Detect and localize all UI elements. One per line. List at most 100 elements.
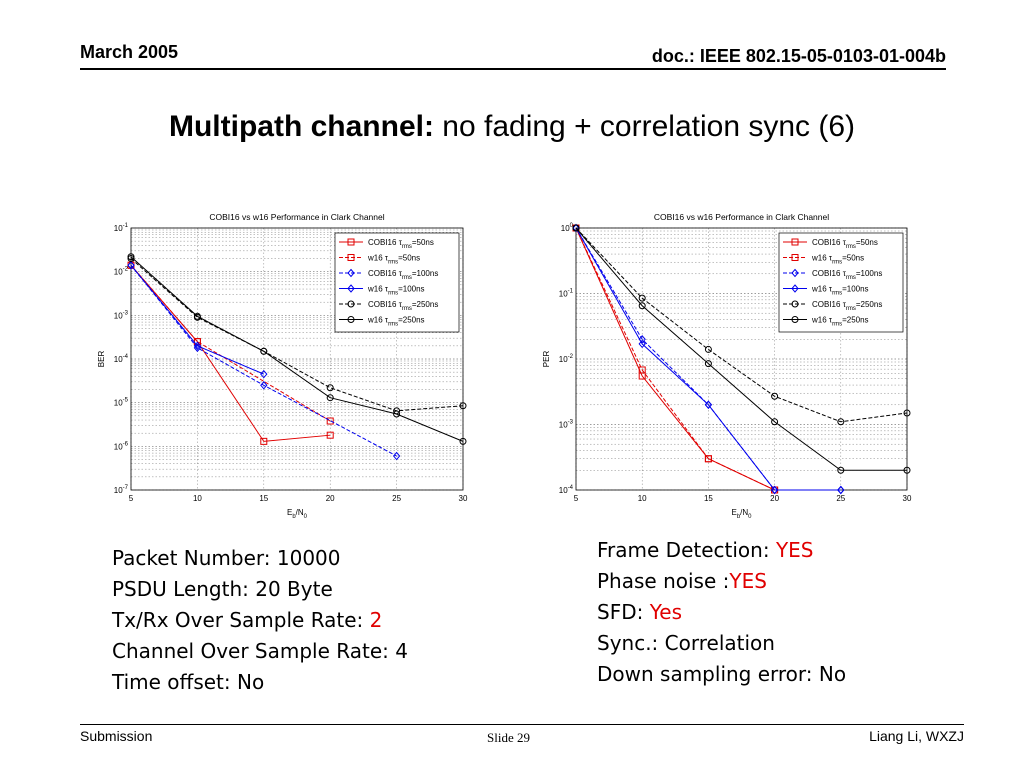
phase-noise-value: YES — [729, 569, 767, 593]
data-point — [392, 451, 401, 461]
y-tick-label: 10-3 — [559, 420, 574, 430]
packet-number-text: Packet Number: 10000 — [112, 546, 341, 570]
header-doc-id: doc.: IEEE 802.15-05-0103-01-004b — [651, 46, 946, 66]
sync-text: Sync.: Correlation — [597, 631, 775, 655]
legend-label: w16 τrms=50ns — [811, 254, 864, 266]
data-point — [837, 466, 845, 474]
sfd-value: Yes — [649, 600, 682, 624]
series-4 — [572, 223, 845, 495]
phase-noise-line: Phase noise :YES — [597, 566, 846, 597]
data-point — [459, 437, 467, 445]
data-point — [347, 254, 355, 261]
data-point — [326, 431, 334, 439]
data-point — [193, 341, 202, 351]
slide-title: Multipath channel: no fading + correlati… — [0, 110, 1024, 144]
sfd-line: SFD: Yes — [597, 597, 846, 628]
series-6 — [572, 224, 911, 474]
data-point — [704, 455, 712, 463]
data-point — [791, 254, 799, 261]
sfd-label: SFD: — [597, 600, 650, 624]
frame-detection-label: Frame Detection: — [597, 538, 776, 562]
data-point — [704, 360, 712, 368]
series-line — [575, 227, 907, 471]
y-axis-label: PER — [542, 351, 551, 368]
data-point — [837, 418, 845, 426]
x-tick-label: 30 — [903, 494, 912, 503]
data-point — [193, 312, 201, 320]
data-point — [347, 238, 355, 246]
data-point — [260, 437, 268, 445]
data-point — [127, 255, 135, 263]
header-divider — [80, 68, 946, 70]
header-date: March 2005 — [80, 42, 179, 62]
data-point — [791, 316, 799, 323]
data-point — [771, 418, 779, 426]
plot-frame — [575, 227, 908, 491]
x-tick-label: 25 — [836, 494, 845, 503]
legend-label: COBI16 τrms=100ns — [812, 269, 882, 281]
frame-detection-line: Frame Detection: YES — [597, 535, 846, 566]
legend-label: w16 τrms=250ns — [811, 316, 869, 328]
psdu-length-text: PSDU Length: 20 Byte — [112, 577, 333, 601]
data-point — [791, 284, 799, 293]
data-point — [326, 394, 334, 402]
series-4 — [127, 261, 268, 379]
legend-label: w16 τrms=100ns — [367, 285, 425, 297]
data-point — [393, 410, 401, 418]
frame-detection-value: YES — [775, 538, 814, 562]
x-tick-label: 5 — [129, 494, 134, 503]
data-point — [704, 400, 713, 410]
data-point — [638, 294, 646, 302]
data-point — [459, 402, 467, 410]
legend: COBI16 τrms=50ns w16 τrms=50ns COBI16 τrms… — [334, 232, 460, 333]
data-point — [347, 268, 355, 278]
series-5 — [572, 224, 911, 426]
data-point — [326, 384, 334, 392]
data-point — [791, 300, 799, 308]
x-tick-label: 10 — [638, 494, 647, 503]
txrx-oversample-value: 2 — [369, 608, 383, 632]
data-point — [347, 284, 355, 293]
x-tick-label: 5 — [574, 494, 579, 503]
series-line — [130, 258, 464, 412]
plot-frame — [130, 227, 464, 491]
simulation-parameters-left: Packet Number: 10000 PSDU Length: 20 Byt… — [112, 543, 408, 698]
series-line — [130, 264, 264, 375]
chart-1: 5 10 15 20 25 30 10-7 10-6 10-5 10-4 10-3 10-2 10-1 C… — [97, 212, 468, 520]
slide-title-rest: no fading + correlation sync (6) — [433, 110, 856, 143]
y-tick-label: 100 — [561, 223, 574, 233]
data-point — [572, 224, 580, 232]
data-point — [903, 466, 911, 474]
y-axis-label: BER — [97, 351, 106, 368]
y-tick-label: 10-4 — [114, 354, 129, 364]
simulation-parameters-right: Frame Detection: YES Phase noise :YES SF… — [597, 535, 846, 690]
data-point — [638, 366, 646, 374]
legend-box — [778, 232, 904, 333]
data-point — [837, 485, 845, 495]
txrx-oversample-line: Tx/Rx Over Sample Rate: 2 — [112, 605, 408, 636]
data-point — [770, 485, 779, 495]
legend-label: COBI16 τrms=250ns — [812, 300, 882, 312]
y-tick-label: 10-4 — [559, 485, 574, 495]
series-line — [130, 256, 464, 442]
slide-title-bold: Multipath channel: — [168, 110, 434, 143]
data-point — [704, 345, 712, 353]
channel-oversample-text: Channel Over Sample Rate: 4 — [112, 639, 408, 663]
chart-title: COBI16 vs w16 Performance in Clark Chann… — [209, 212, 384, 222]
y-tick-label: 10-2 — [114, 267, 129, 277]
data-point — [771, 392, 779, 400]
legend-label: COBI16 τrms=250ns — [368, 300, 438, 312]
chart-title: COBI16 vs w16 Performance in Clark Chann… — [654, 212, 829, 222]
data-point — [638, 335, 646, 344]
x-tick-label: 20 — [770, 494, 779, 503]
y-tick-label: 10-5 — [114, 398, 129, 408]
legend: COBI16 τrms=50ns w16 τrms=50ns COBI16 τrms… — [778, 232, 904, 333]
data-point — [127, 261, 135, 270]
data-point — [260, 381, 268, 390]
y-tick-label: 10-1 — [559, 289, 574, 299]
data-point — [638, 302, 646, 310]
series-line — [575, 227, 775, 491]
data-point — [791, 238, 799, 246]
time-offset-text: Time offset: No — [112, 670, 265, 694]
series-line — [575, 227, 841, 491]
